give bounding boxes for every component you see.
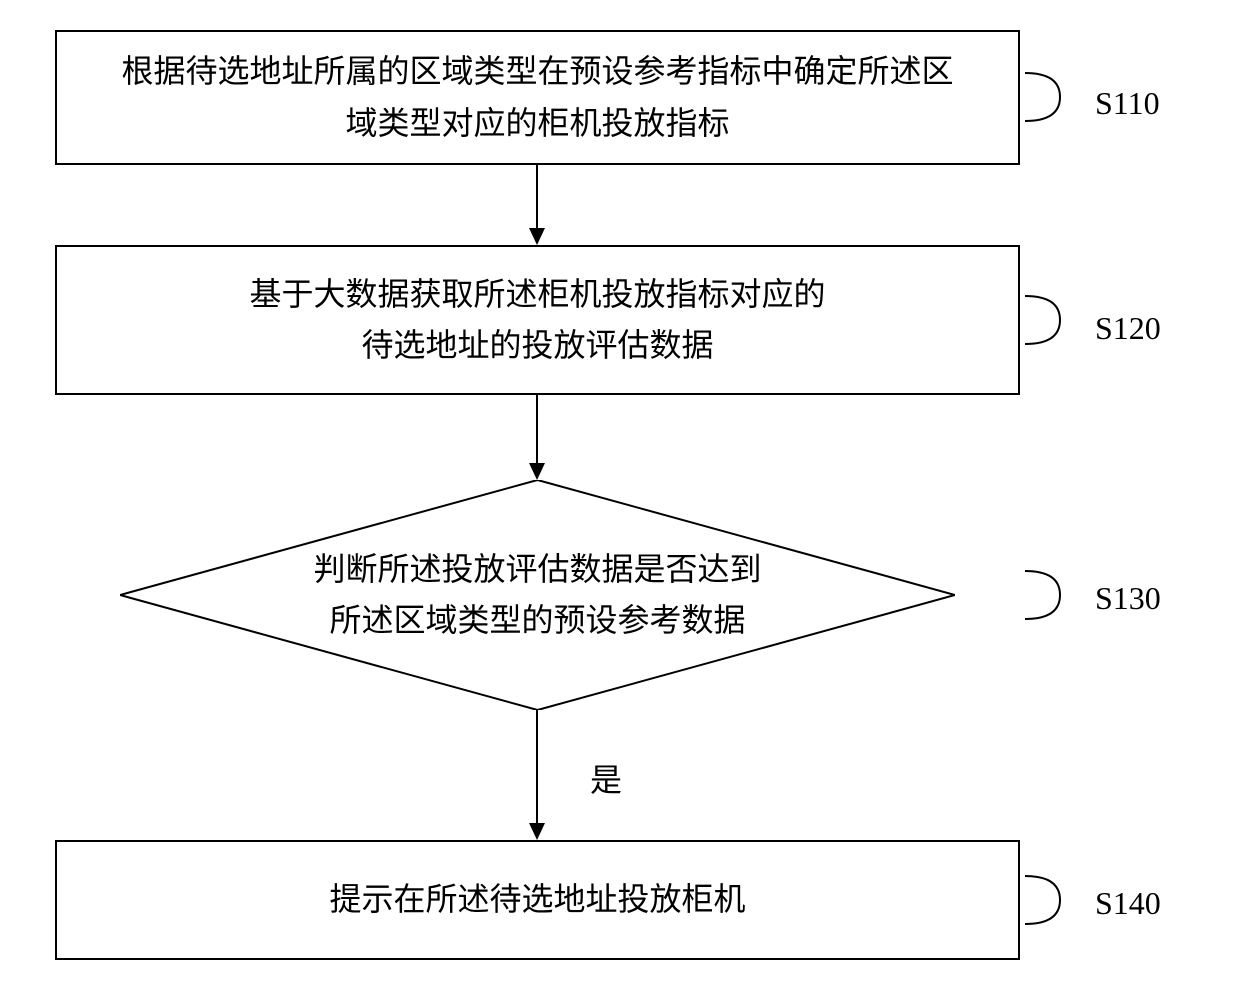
n3-line1: 判断所述投放评估数据是否达到 [313,551,761,587]
n4-line1: 提示在所述待选地址投放柜机 [329,881,745,917]
process-step-4-text: 提示在所述待选地址投放柜机 [329,874,745,925]
n2-line2: 待选地址的投放评估数据 [361,327,713,363]
step-label-s130: S130 [1095,580,1161,617]
step-label-s120: S120 [1095,310,1161,347]
decision-step-text: 判断所述投放评估数据是否达到 所述区域类型的预设参考数据 [120,480,955,710]
edge-label-yes: 是 [590,755,622,801]
process-step-1-text: 根据待选地址所属的区域类型在预设参考指标中确定所述区 域类型对应的柜机投放指标 [121,46,953,148]
process-step-1: 根据待选地址所属的区域类型在预设参考指标中确定所述区 域类型对应的柜机投放指标 [55,30,1020,165]
process-step-4: 提示在所述待选地址投放柜机 [55,840,1020,960]
n2-line1: 基于大数据获取所述柜机投放指标对应的 [249,276,825,312]
step-label-s140: S140 [1095,885,1161,922]
n3-line2: 所述区域类型的预设参考数据 [329,602,745,638]
flowchart-container: 根据待选地址所属的区域类型在预设参考指标中确定所述区 域类型对应的柜机投放指标 … [0,0,1239,1005]
n1-line2: 域类型对应的柜机投放指标 [345,105,729,141]
process-step-2: 基于大数据获取所述柜机投放指标对应的 待选地址的投放评估数据 [55,245,1020,395]
n1-line1: 根据待选地址所属的区域类型在预设参考指标中确定所述区 [121,53,953,89]
step-label-s110: S110 [1095,85,1160,122]
decision-step: 判断所述投放评估数据是否达到 所述区域类型的预设参考数据 [120,480,955,710]
process-step-2-text: 基于大数据获取所述柜机投放指标对应的 待选地址的投放评估数据 [249,269,825,371]
